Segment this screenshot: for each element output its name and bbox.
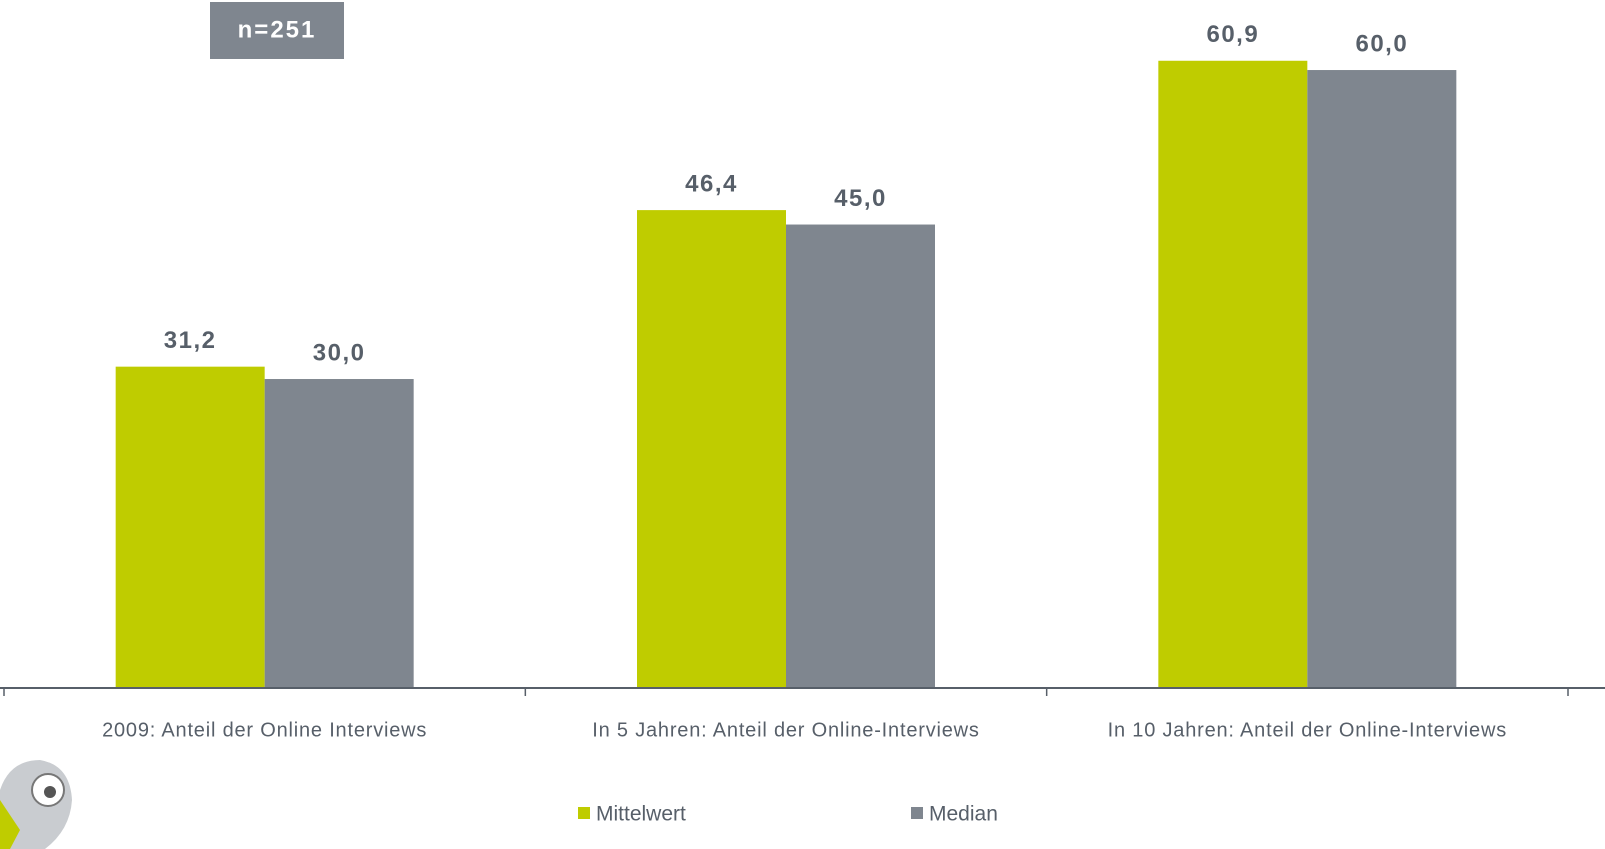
annotation-box	[210, 2, 344, 59]
x-tick-label: In 5 Jahren: Anteil der Online-Interview…	[592, 719, 979, 741]
x-tick-label: In 10 Jahren: Anteil der Online-Intervie…	[1108, 719, 1507, 741]
x-tick-label: 2009: Anteil der Online Interviews	[102, 719, 427, 741]
value-label: 60,0	[1355, 30, 1408, 57]
value-label: 30,0	[313, 339, 366, 366]
annotation: n=251	[238, 16, 317, 43]
bar	[115, 366, 265, 688]
bar	[1158, 60, 1308, 688]
legend-label: Mittelwert	[596, 803, 686, 826]
value-label: 60,9	[1206, 21, 1259, 48]
legend-label: Median	[929, 803, 998, 826]
value-label: 45,0	[834, 185, 887, 212]
bar	[264, 379, 414, 688]
bar	[786, 224, 935, 688]
value-label: 31,2	[164, 327, 217, 354]
legend-swatch	[911, 807, 923, 819]
value-label: 46,4	[685, 170, 738, 197]
bar	[637, 210, 786, 688]
legend-swatch	[578, 807, 590, 819]
bar	[1307, 70, 1457, 688]
mascot	[0, 760, 72, 849]
